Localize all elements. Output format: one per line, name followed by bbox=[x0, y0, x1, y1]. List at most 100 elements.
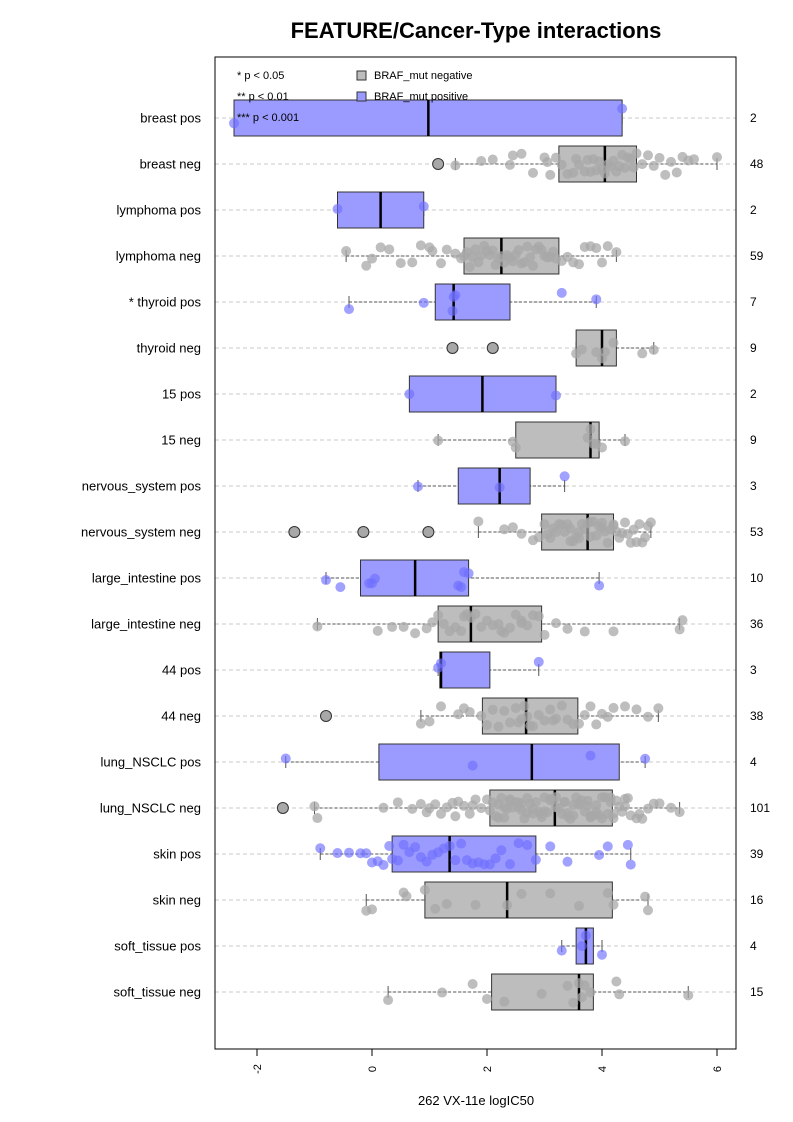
data-point bbox=[384, 244, 395, 255]
data-point bbox=[384, 840, 395, 851]
data-point bbox=[424, 716, 435, 727]
x-tick-label: 6 bbox=[712, 1066, 724, 1072]
data-point bbox=[562, 811, 573, 822]
data-point bbox=[548, 715, 559, 726]
category-label: lung_NSCLC neg bbox=[100, 801, 201, 816]
legend-swatch bbox=[356, 91, 367, 102]
data-point bbox=[597, 949, 607, 960]
data-point bbox=[473, 516, 484, 527]
data-point bbox=[591, 800, 602, 811]
plot-frame bbox=[214, 56, 737, 1050]
category-label: 44 pos bbox=[162, 663, 202, 678]
category-label: lung_NSCLC pos bbox=[101, 755, 202, 770]
data-point bbox=[585, 531, 596, 542]
data-point bbox=[574, 533, 584, 544]
data-point bbox=[640, 532, 651, 543]
category-label: skin neg bbox=[153, 893, 201, 908]
data-point bbox=[487, 704, 498, 715]
data-point bbox=[392, 797, 403, 808]
data-point bbox=[545, 795, 556, 806]
data-point bbox=[674, 624, 685, 635]
data-point bbox=[562, 856, 573, 867]
data-point bbox=[395, 258, 406, 269]
data-point bbox=[421, 856, 432, 867]
data-point bbox=[608, 337, 619, 348]
count-label: 7 bbox=[750, 295, 757, 309]
data-point bbox=[418, 297, 429, 308]
count-label: 38 bbox=[750, 709, 764, 723]
outlier-point bbox=[432, 158, 445, 170]
data-point bbox=[361, 848, 372, 859]
count-label: 10 bbox=[750, 571, 764, 585]
data-point bbox=[496, 625, 507, 636]
data-point bbox=[643, 711, 653, 722]
data-point bbox=[528, 721, 538, 732]
data-point bbox=[574, 159, 584, 170]
data-point bbox=[683, 990, 694, 1001]
data-point bbox=[456, 838, 467, 849]
data-point bbox=[602, 537, 613, 548]
data-point bbox=[597, 522, 607, 533]
data-point bbox=[513, 838, 524, 849]
category-label: large_intestine pos bbox=[92, 571, 202, 586]
data-point bbox=[528, 260, 538, 271]
data-point bbox=[499, 996, 510, 1007]
data-point bbox=[321, 575, 331, 586]
data-point bbox=[427, 245, 438, 256]
data-point bbox=[450, 855, 461, 866]
data-point bbox=[433, 610, 444, 621]
data-point bbox=[539, 715, 550, 726]
data-point bbox=[654, 798, 665, 809]
data-point bbox=[631, 148, 642, 159]
data-point bbox=[579, 710, 590, 721]
data-point bbox=[525, 252, 536, 263]
category-label: skin pos bbox=[153, 847, 201, 862]
data-point bbox=[507, 522, 518, 533]
data-point bbox=[404, 389, 415, 400]
significance-legend-item: * p < 0.05 bbox=[237, 70, 284, 82]
count-label: 9 bbox=[750, 341, 757, 355]
category-label: lymphoma pos bbox=[116, 203, 201, 218]
box bbox=[378, 743, 620, 781]
data-point bbox=[580, 930, 591, 941]
legend: * p < 0.05 ** p < 0.01 *** p < 0.001 BRAF_m… bbox=[237, 70, 472, 124]
data-point bbox=[634, 808, 645, 819]
data-point bbox=[585, 750, 596, 761]
x-axis: -2 0 2 4 6 bbox=[252, 1049, 724, 1074]
data-point bbox=[594, 156, 605, 167]
data-point bbox=[410, 628, 421, 639]
data-point bbox=[634, 519, 645, 530]
data-point bbox=[608, 519, 619, 530]
data-point bbox=[622, 839, 633, 850]
data-point bbox=[671, 167, 682, 178]
data-point bbox=[545, 704, 556, 715]
data-point bbox=[433, 435, 444, 446]
data-point bbox=[476, 803, 487, 814]
data-point bbox=[490, 853, 501, 864]
data-point bbox=[556, 287, 567, 298]
count-label: 9 bbox=[750, 433, 757, 447]
data-point bbox=[602, 888, 613, 899]
data-point bbox=[565, 523, 576, 534]
data-point bbox=[660, 169, 671, 180]
data-point bbox=[620, 517, 630, 528]
data-point bbox=[611, 247, 622, 258]
data-point bbox=[528, 167, 538, 178]
data-point bbox=[562, 980, 573, 991]
legend-label: BRAF_mut positive bbox=[374, 91, 468, 103]
data-point bbox=[441, 244, 452, 255]
data-point bbox=[625, 859, 636, 870]
data-point bbox=[502, 900, 513, 911]
data-point bbox=[602, 711, 613, 722]
data-point bbox=[608, 899, 619, 910]
box bbox=[457, 467, 531, 505]
data-point bbox=[643, 905, 653, 916]
data-point bbox=[653, 703, 664, 714]
data-point bbox=[309, 801, 320, 812]
data-point bbox=[533, 532, 544, 543]
data-point bbox=[597, 792, 607, 803]
data-point bbox=[507, 150, 518, 161]
data-point bbox=[568, 167, 579, 178]
data-point bbox=[597, 442, 607, 453]
